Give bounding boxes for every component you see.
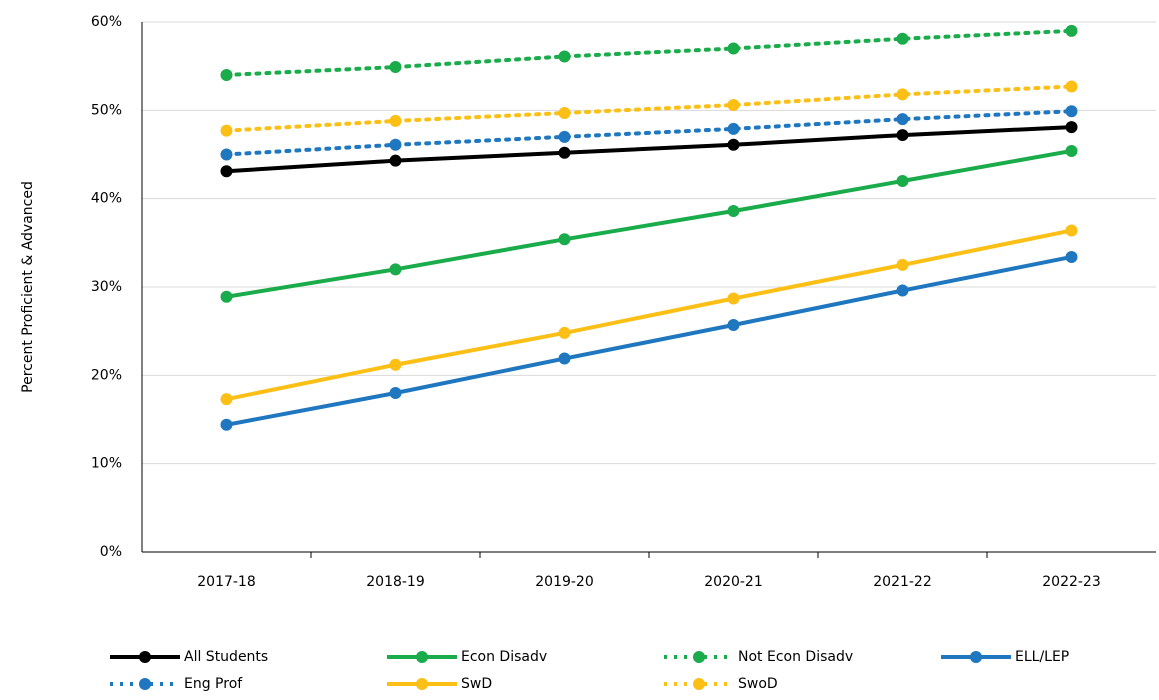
series-line xyxy=(224,84,1074,133)
legend-label: Econ Disadv xyxy=(461,649,547,665)
data-point xyxy=(727,292,740,305)
y-tick-label: 0% xyxy=(100,544,122,560)
series-line xyxy=(226,148,1072,299)
data-point xyxy=(220,165,233,178)
data-point xyxy=(558,50,571,63)
legend-label: SwD xyxy=(461,676,492,692)
data-point xyxy=(896,258,909,271)
y-tick-label: 10% xyxy=(91,456,122,472)
legend-label: ELL/LEP xyxy=(1015,649,1069,665)
data-point xyxy=(727,205,740,218)
data-point xyxy=(896,129,909,142)
data-point xyxy=(558,106,571,119)
data-point xyxy=(896,175,909,187)
legend-marker xyxy=(139,678,151,690)
x-tick-label: 2017-18 xyxy=(197,574,256,590)
data-point xyxy=(727,318,740,331)
data-point xyxy=(1065,24,1078,37)
series-line xyxy=(226,125,1072,174)
data-point xyxy=(220,418,233,431)
data-point xyxy=(896,113,909,126)
series-line xyxy=(224,28,1074,77)
data-point xyxy=(1065,250,1078,263)
x-tick-label: 2022-23 xyxy=(1042,574,1101,590)
data-point xyxy=(389,138,402,151)
data-point xyxy=(558,352,571,365)
y-tick-label: 30% xyxy=(91,279,122,295)
data-point xyxy=(220,69,233,81)
data-point xyxy=(1065,121,1078,134)
data-point xyxy=(727,99,740,112)
legend-label: Eng Prof xyxy=(184,676,243,692)
series-line xyxy=(226,228,1072,402)
data-point xyxy=(558,326,571,339)
series-line xyxy=(226,255,1072,427)
data-point xyxy=(389,154,402,167)
data-point xyxy=(727,122,740,135)
data-point xyxy=(389,114,402,127)
data-point xyxy=(1065,105,1078,118)
legend-marker xyxy=(416,651,428,663)
x-tick-label: 2018-19 xyxy=(366,574,425,590)
data-point xyxy=(220,290,233,303)
y-tick-label: 50% xyxy=(91,102,122,118)
data-point xyxy=(389,61,402,74)
x-tick-label: 2020-21 xyxy=(704,574,763,590)
data-point xyxy=(1065,144,1078,157)
data-point xyxy=(220,148,233,161)
y-tick-label: 60% xyxy=(91,14,122,30)
data-point xyxy=(727,138,740,151)
legend-marker xyxy=(693,651,705,663)
data-point xyxy=(896,32,909,45)
legend-marker xyxy=(970,651,982,663)
legend-label: Not Econ Disadv xyxy=(738,649,853,665)
data-point xyxy=(558,146,571,159)
x-tick-label: 2021-22 xyxy=(873,574,932,590)
legend-marker xyxy=(693,678,705,690)
y-tick-label: 20% xyxy=(91,367,122,383)
legend-marker xyxy=(139,651,151,663)
legend-label: SwoD xyxy=(738,676,778,692)
data-point xyxy=(389,358,402,371)
x-tick-label: 2019-20 xyxy=(535,574,594,590)
data-point xyxy=(389,387,402,399)
series-line xyxy=(224,109,1074,157)
y-tick-label: 40% xyxy=(91,191,122,207)
data-point xyxy=(1065,80,1078,93)
data-point xyxy=(558,233,571,246)
data-point xyxy=(896,88,909,101)
data-point xyxy=(389,263,402,276)
legend-label: All Students xyxy=(184,649,268,665)
data-point xyxy=(220,124,233,137)
data-point xyxy=(727,42,740,55)
data-point xyxy=(896,284,909,297)
data-point xyxy=(220,393,233,406)
legend-marker xyxy=(416,678,428,690)
y-axis-label: Percent Proficient & Advanced xyxy=(20,181,36,393)
data-point xyxy=(558,130,571,143)
data-point xyxy=(1065,224,1078,237)
